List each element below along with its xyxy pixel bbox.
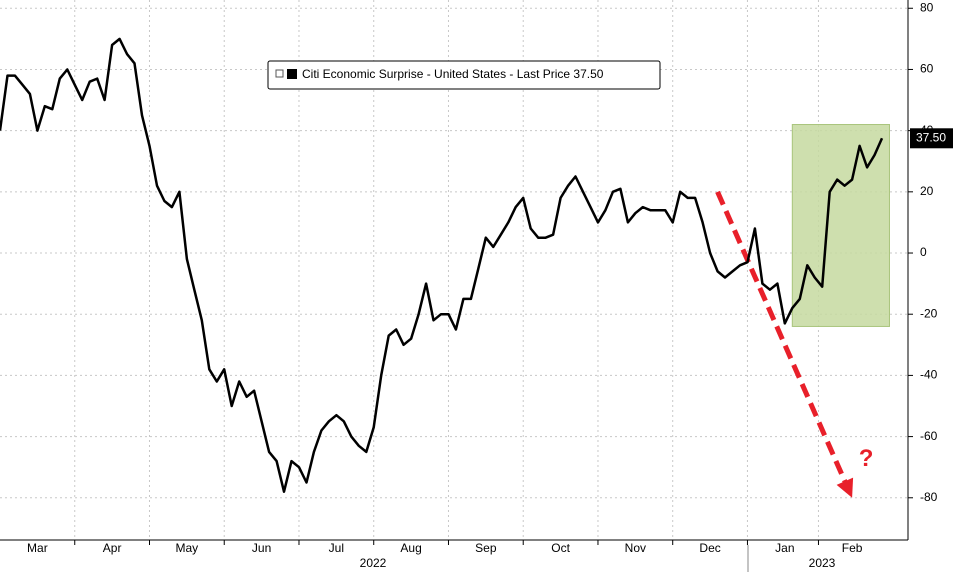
- y-tick-label: -40: [920, 368, 938, 382]
- x-tick-label: Dec: [699, 541, 720, 555]
- y-tick-label: -60: [920, 429, 938, 443]
- x-tick-label: Sep: [475, 541, 497, 555]
- y-tick-label: -80: [920, 490, 938, 504]
- x-tick-label: Aug: [400, 541, 421, 555]
- x-tick-label: Jan: [775, 541, 794, 555]
- y-tick-label: 80: [920, 0, 934, 14]
- x-tick-label: Mar: [27, 541, 48, 555]
- x-tick-label: Oct: [551, 541, 570, 555]
- y-tick-label: 60: [920, 62, 934, 76]
- series-line: [0, 37, 884, 493]
- legend-swatch: [287, 69, 297, 79]
- legend-expander: [275, 69, 284, 78]
- trend-arrow: [715, 190, 849, 486]
- legend-box: [267, 60, 661, 90]
- last-price-box: [910, 128, 953, 149]
- legend-label: Citi Economic Surprise - United States -…: [302, 67, 604, 81]
- x-tick-label: Jul: [329, 541, 344, 555]
- y-tick-label: 20: [920, 184, 934, 198]
- year-label: 2022: [360, 556, 387, 570]
- y-tick-label: 0: [920, 245, 927, 259]
- x-tick-label: Nov: [625, 541, 646, 555]
- x-tick-label: Jun: [252, 541, 271, 555]
- x-tick-label: Apr: [103, 541, 122, 555]
- question-mark: ?: [859, 445, 874, 472]
- arrow-head: [836, 477, 854, 498]
- y-tick-label: -20: [920, 306, 938, 320]
- x-tick-label: Feb: [842, 541, 863, 555]
- year-label: 2023: [809, 556, 836, 570]
- x-tick-label: May: [176, 541, 199, 555]
- last-price-label: 37.50: [916, 130, 946, 144]
